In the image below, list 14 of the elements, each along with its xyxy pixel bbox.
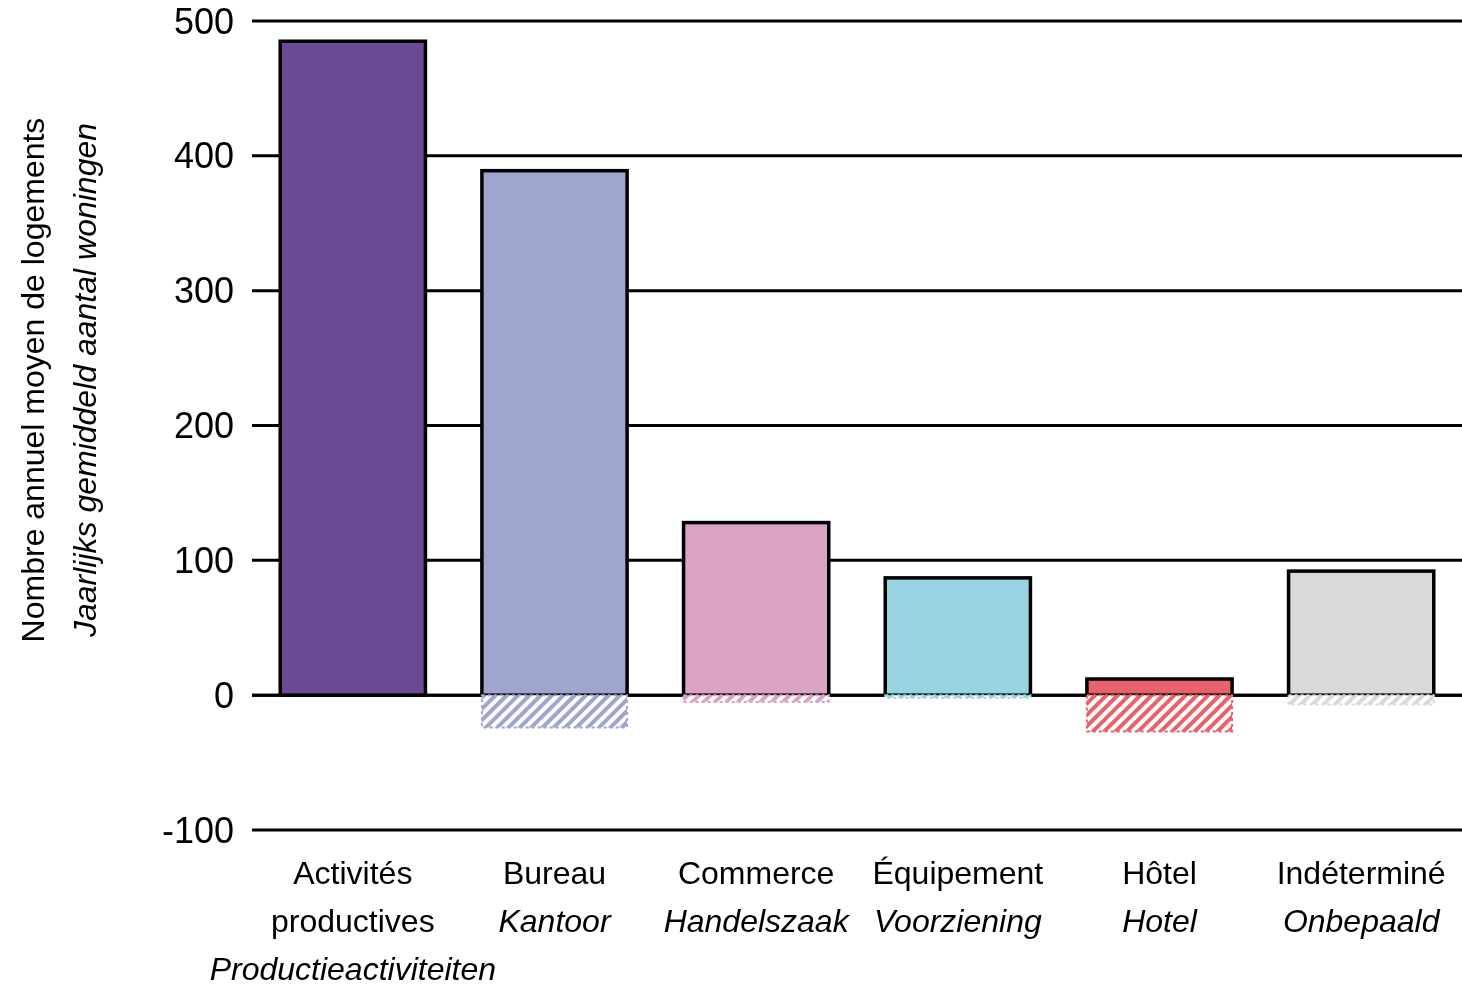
y-tick-label: 400 <box>173 135 234 177</box>
y-tick-label: 200 <box>173 405 234 447</box>
x-tick-label: Équipement Voorziening <box>872 855 1044 939</box>
x-tick-label: Bureau Kantoor <box>498 855 612 939</box>
y-tick-label: -100 <box>161 809 234 851</box>
x-tick-label: Hôtel Hotel <box>1122 855 1198 939</box>
y-tick-label: 300 <box>173 270 234 312</box>
x-tick-label: Activités productives Productieactiviteiten <box>209 855 497 986</box>
y-tick-label: 100 <box>173 539 234 581</box>
x-tick-label: Indéterminé Onbepaald <box>1276 855 1446 939</box>
y-tick-label: 0 <box>213 674 234 716</box>
y-axis-title: Nombre annuel moyen de logements Jaarlijks gemiddeld aantal woningen <box>15 117 103 643</box>
x-tick-label: Commerce Handelszaak <box>663 855 851 939</box>
y-tick-label: 500 <box>173 0 234 42</box>
